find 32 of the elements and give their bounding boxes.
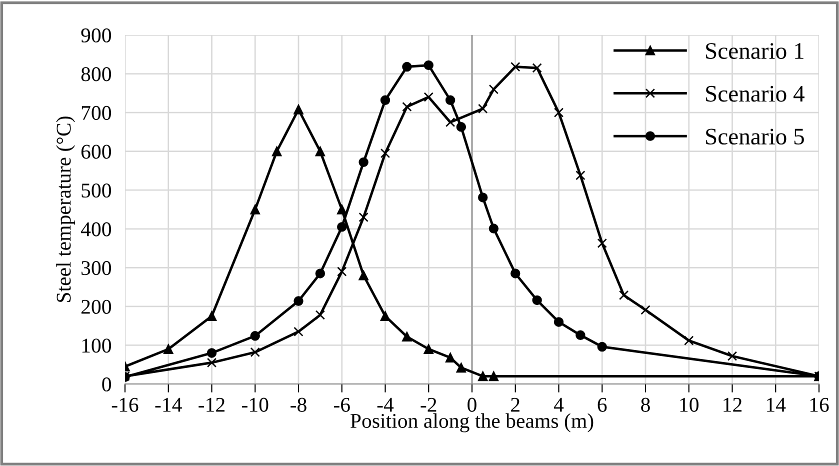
x-tick-label: 10 xyxy=(680,398,698,412)
y-tick-label: 300 xyxy=(82,261,112,276)
legend-label: Scenario 5 xyxy=(706,128,804,145)
y-tick-label: 600 xyxy=(81,144,112,159)
y-tick-label: 0 xyxy=(102,377,112,392)
x-tick-label: -16 xyxy=(112,398,138,412)
x-tick-label: 6 xyxy=(598,398,607,412)
y-tick-label: 400 xyxy=(80,222,112,236)
x-tick-label: -6 xyxy=(334,398,350,412)
x-axis-title: Position along the beams (m) xyxy=(350,413,594,432)
x-tick-label: -8 xyxy=(290,398,306,412)
legend-label: Scenario 4 xyxy=(706,86,804,102)
x-tick-label: 0 xyxy=(468,398,476,412)
x-tick-label: -2 xyxy=(420,398,436,412)
x-tick-label: 4 xyxy=(554,398,564,412)
x-tick-label: -10 xyxy=(242,398,268,412)
x-tick-label: 2 xyxy=(511,398,520,412)
x-tick-label: 12 xyxy=(724,398,742,412)
x-tick-label: 16 xyxy=(810,398,829,412)
y-tick-label: 500 xyxy=(82,183,112,198)
x-tick-label: 14 xyxy=(767,398,786,412)
y-tick-label: 900 xyxy=(81,28,112,42)
x-tick-label: -12 xyxy=(198,398,224,412)
legend-label: Scenario 1 xyxy=(706,43,804,59)
x-tick-label: -4 xyxy=(377,398,394,412)
y-axis-title: Steel temperature (°C) xyxy=(56,116,75,302)
x-tick-label: -14 xyxy=(155,398,182,412)
y-tick-label: 200 xyxy=(81,300,112,314)
y-tick-label: 700 xyxy=(82,106,112,120)
y-tick-label: 100 xyxy=(82,338,112,353)
x-tick-label: 8 xyxy=(641,398,650,412)
y-tick-label: 800 xyxy=(81,67,112,82)
